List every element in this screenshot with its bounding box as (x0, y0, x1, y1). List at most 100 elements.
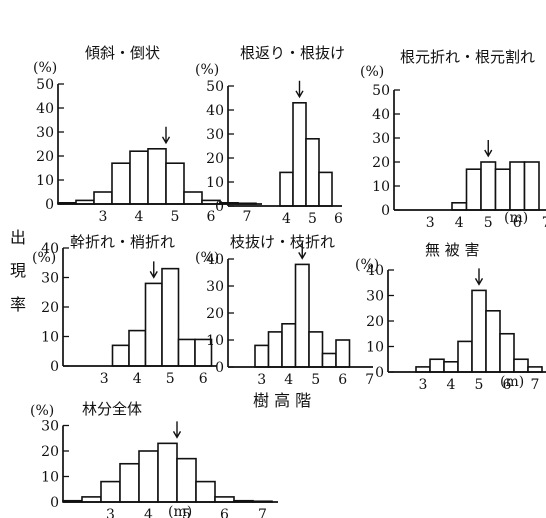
y-tick-label: 10 (206, 333, 224, 349)
histogram-bar (308, 331, 324, 368)
panel-title: 根元折れ・根元割れ (400, 48, 535, 66)
histogram-bar (144, 282, 163, 367)
mean-arrow-icon (149, 261, 158, 279)
y-tick-label: 30 (41, 271, 59, 287)
panel-title: 幹折れ・梢折れ (70, 233, 175, 251)
x-tick-label: 3 (257, 372, 266, 388)
panel-title: 無 被 害 (425, 241, 480, 259)
y-tick-label: 30 (41, 419, 59, 435)
histogram-bar (100, 480, 121, 503)
y-tick-label: 40 (366, 263, 384, 279)
histogram-bar (165, 162, 185, 205)
histogram-bar (119, 462, 140, 503)
y-tick-label: 20 (41, 444, 59, 460)
histogram-bar (129, 150, 149, 205)
histogram-panel-6: 無 被 害 (%) 0 10 20 30 40 3 4 5 6 7 (m) (355, 241, 546, 393)
x-tick-label: 5 (311, 372, 320, 388)
y-tick-label: 10 (206, 175, 224, 191)
y-unit-label: (%) (33, 60, 57, 76)
x-tick-label: 3 (419, 377, 428, 393)
histogram-bar (443, 360, 459, 373)
histogram-bar (499, 332, 515, 373)
mean-arrow-icon (172, 421, 182, 439)
histogram-bar (480, 161, 497, 211)
x-tick-label: 3 (426, 215, 435, 231)
x-tick-label: 7 (531, 377, 540, 393)
histogram-bar (111, 344, 130, 367)
x-tick-label: 6 (513, 215, 522, 231)
y-tick-label: 40 (41, 241, 59, 257)
x-unit-label: (m) (504, 210, 528, 226)
histogram-bar (111, 162, 131, 205)
mean-arrow-icon (474, 268, 484, 286)
y-tick-label: 30 (36, 125, 54, 141)
histogram-bar (305, 138, 320, 207)
y-caption-char-2: 現 (10, 261, 26, 280)
histogram-bar (138, 450, 159, 503)
x-axis-caption: 樹 高 階 (253, 391, 311, 410)
histogram-bar (513, 358, 529, 373)
x-tick-label: 4 (455, 215, 464, 231)
histogram-bar (183, 191, 203, 205)
y-tick-label: 0 (375, 365, 384, 381)
x-tick-label: 7 (365, 372, 374, 388)
y-tick-label: 30 (206, 279, 224, 295)
histogram-bar (177, 338, 196, 367)
panel-title: 林分全体 (82, 400, 142, 418)
y-tick-label: 20 (36, 149, 54, 165)
y-axis-caption: 出 現 率 (10, 228, 26, 314)
histogram-bar (281, 322, 297, 368)
x-tick-label: 5 (171, 209, 180, 225)
x-tick-label: 4 (284, 372, 293, 388)
y-tick-label: 0 (45, 197, 54, 213)
panel-title: 傾斜・倒状 (85, 44, 160, 62)
histogram-panel-4: 幹折れ・梢折れ (%) 0 10 20 30 40 3 4 5 6 (32, 233, 218, 387)
y-tick-label: 30 (206, 127, 224, 143)
histogram-bar (429, 358, 445, 373)
x-tick-label: 7 (542, 215, 546, 231)
histogram-bar (161, 267, 180, 367)
histogram-bar (451, 202, 468, 211)
x-tick-label: 6 (334, 211, 343, 227)
mean-arrow-icon (484, 140, 493, 158)
x-tick-label: 5 (308, 211, 317, 227)
y-tick-label: 10 (36, 173, 54, 189)
histogram-panel-5: 枝抜け・枝折れ (%) 0 10 20 30 40 3 4 5 6 7 (195, 233, 374, 388)
x-tick-label: 4 (133, 371, 142, 387)
histogram-bar (321, 352, 337, 368)
y-tick-label: 10 (366, 340, 384, 356)
histogram-bar (279, 171, 294, 207)
y-tick-label: 40 (372, 107, 390, 123)
histogram-bar (465, 168, 482, 211)
histogram-bar (292, 102, 307, 207)
x-unit-label: (m) (168, 504, 192, 518)
y-tick-label: 50 (36, 77, 54, 93)
x-tick-label: 3 (106, 507, 115, 518)
histogram-panel-2: 根返り・根抜け (%) 0 10 20 30 40 50 4 5 6 (195, 44, 345, 227)
histogram-bar (509, 161, 526, 211)
histogram-bar (195, 480, 216, 503)
x-tick-label: 6 (338, 372, 347, 388)
y-tick-label: 50 (206, 79, 224, 95)
histogram-bar (267, 331, 283, 368)
y-unit-label: (%) (195, 250, 219, 266)
histogram-bar (157, 442, 178, 503)
histogram-bar (485, 309, 501, 373)
histogram-bar (254, 344, 270, 368)
y-tick-label: 0 (381, 203, 390, 219)
x-tick-label: 6 (220, 507, 229, 518)
y-caption-char-1: 出 (10, 228, 26, 247)
x-tick-label: 4 (282, 211, 291, 227)
y-unit-label: (%) (195, 62, 219, 78)
y-tick-label: 0 (50, 359, 59, 375)
x-tick-label: 5 (182, 507, 191, 518)
histogram-bar (128, 329, 147, 367)
x-tick-label: 5 (475, 377, 484, 393)
x-tick-label: 4 (135, 209, 144, 225)
histogram-bar (523, 161, 540, 211)
histogram-bar (176, 457, 197, 503)
y-tick-label: 50 (372, 83, 390, 99)
panel-title: 根返り・根抜け (240, 44, 345, 62)
